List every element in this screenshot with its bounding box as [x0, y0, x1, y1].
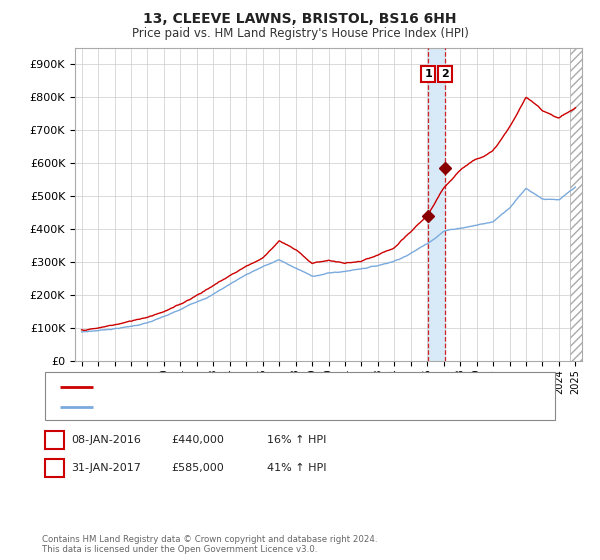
Text: 2: 2: [51, 463, 58, 473]
Text: £440,000: £440,000: [171, 435, 224, 445]
Text: 13, CLEEVE LAWNS, BRISTOL, BS16 6HH: 13, CLEEVE LAWNS, BRISTOL, BS16 6HH: [143, 12, 457, 26]
Text: Price paid vs. HM Land Registry's House Price Index (HPI): Price paid vs. HM Land Registry's House …: [131, 27, 469, 40]
Text: 1: 1: [424, 69, 432, 79]
Bar: [569, 48, 582, 361]
Text: 31-JAN-2017: 31-JAN-2017: [71, 463, 140, 473]
Text: 41% ↑ HPI: 41% ↑ HPI: [267, 463, 326, 473]
Text: 2: 2: [441, 69, 449, 79]
Text: 16% ↑ HPI: 16% ↑ HPI: [267, 435, 326, 445]
Bar: [569, 48, 582, 361]
Text: HPI: Average price, detached house, South Gloucestershire: HPI: Average price, detached house, Sout…: [99, 402, 422, 412]
Text: 1: 1: [51, 435, 58, 445]
Text: £585,000: £585,000: [171, 463, 224, 473]
Text: 13, CLEEVE LAWNS, BRISTOL, BS16 6HH (detached house): 13, CLEEVE LAWNS, BRISTOL, BS16 6HH (det…: [99, 382, 419, 392]
Text: Contains HM Land Registry data © Crown copyright and database right 2024.
This d: Contains HM Land Registry data © Crown c…: [42, 535, 377, 554]
Text: 08-JAN-2016: 08-JAN-2016: [71, 435, 140, 445]
Bar: [428, 48, 445, 361]
